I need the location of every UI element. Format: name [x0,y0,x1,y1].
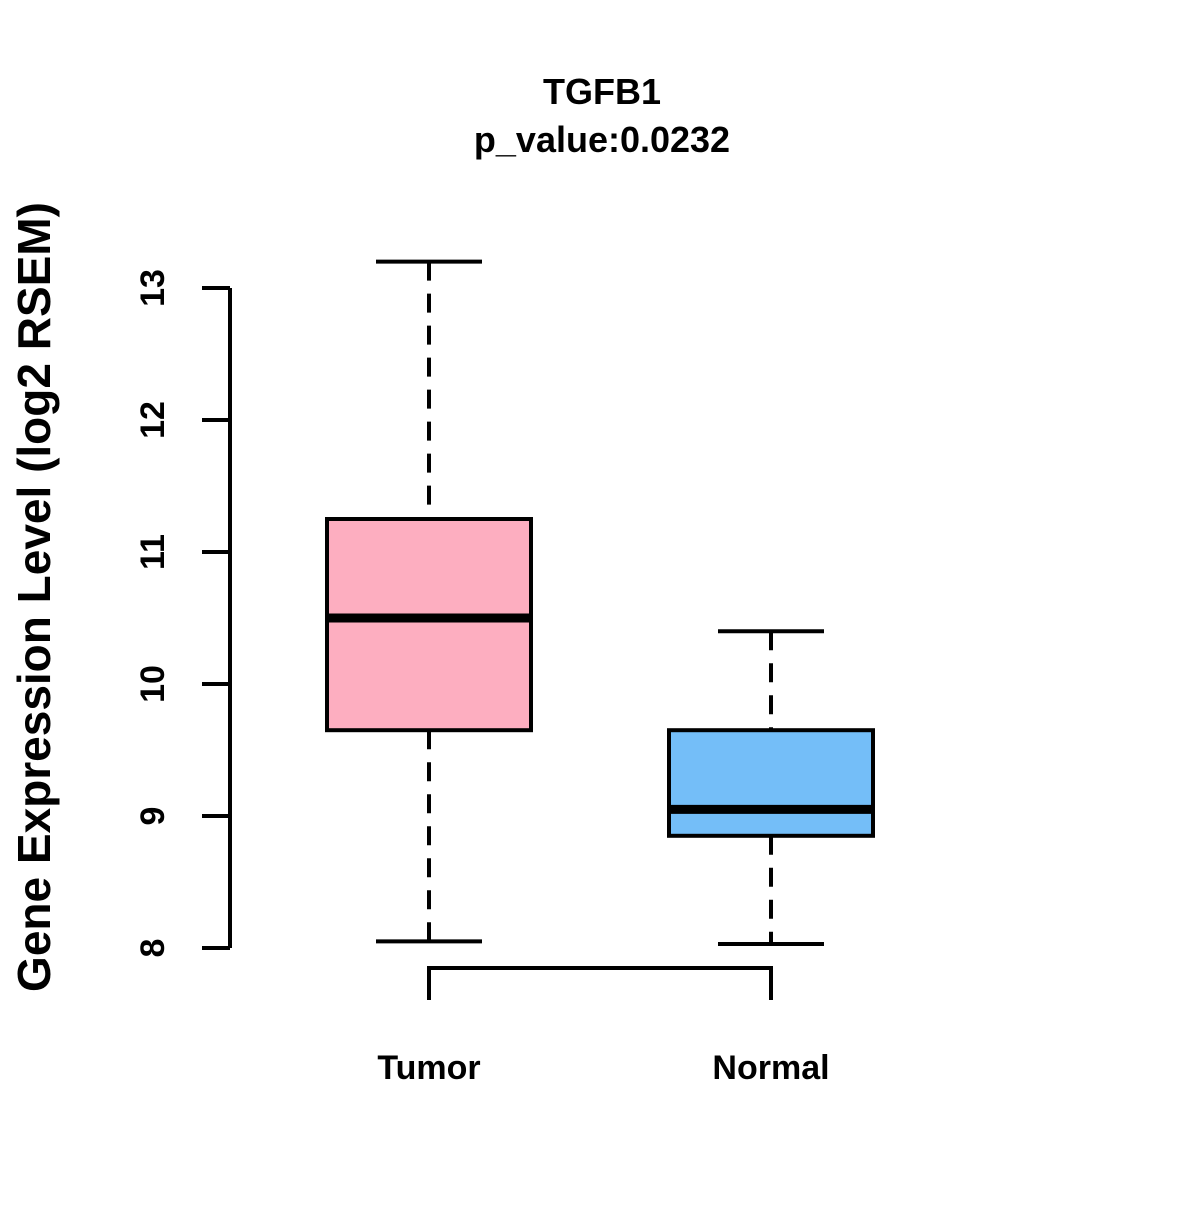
tumor-box [325,517,533,733]
chart-title: TGFB1 [543,71,661,112]
y-tick-label-9: 9 [134,807,172,826]
chart-subtitle: p_value:0.0232 [474,119,730,160]
x-category-label-normal: Normal [712,1049,829,1087]
y-axis-label: Gene Expression Level (log2 RSEM) [8,202,60,992]
y-tick-label-10: 10 [134,665,172,703]
x-axis-bracket [427,966,773,1000]
normal-box [667,728,875,838]
plot-area: 8 9 10 11 12 13 Tumor Normal [134,259,875,1087]
y-tick-label-13: 13 [134,269,172,307]
x-category-label-tumor: Tumor [377,1049,480,1087]
y-tick-label-11: 11 [134,534,172,570]
y-tick-label-8: 8 [134,939,172,958]
y-tick-label-12: 12 [134,401,172,439]
